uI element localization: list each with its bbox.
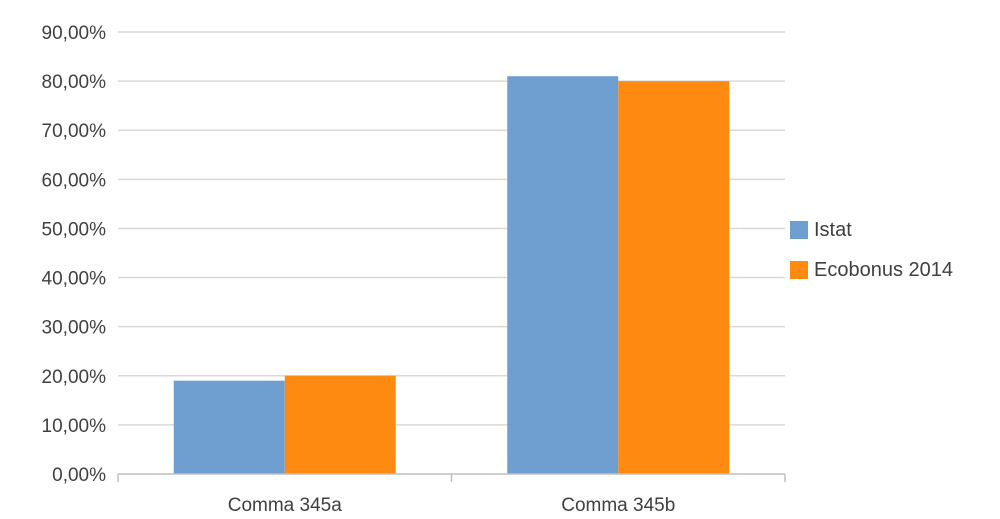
y-tick-label: 90,00% [42, 23, 107, 44]
legend: Istat Ecobonus 2014 [790, 210, 953, 290]
y-tick-label: 0,00% [52, 465, 106, 486]
gridlines [118, 31, 785, 426]
legend-label: Istat [814, 218, 852, 241]
legend-item: Ecobonus 2014 [790, 250, 953, 290]
bar-ecobonus-2014-1 [618, 81, 730, 474]
y-tick-label: 30,00% [42, 318, 107, 339]
legend-label: Ecobonus 2014 [814, 258, 954, 281]
y-tick-label: 50,00% [42, 219, 107, 240]
y-axis-ticks: 0,00% 10,00% 20,00% 30,00% 40,00% 50,00% 60,00… [42, 23, 107, 486]
y-tick-label: 70,00% [42, 121, 107, 142]
bars [173, 76, 730, 474]
y-tick-label: 80,00% [42, 72, 107, 93]
y-tick-label: 10,00% [42, 416, 107, 437]
x-axis-categories: Comma 345a Comma 345b [228, 495, 676, 516]
y-tick-label: 40,00% [42, 269, 107, 290]
category-label: Comma 345a [228, 495, 342, 516]
legend-item: Istat [790, 210, 953, 250]
y-tick-label: 60,00% [42, 170, 107, 191]
bar-ecobonus-2014-0 [284, 375, 396, 474]
category-label: Comma 345b [561, 495, 675, 516]
x-axis [117, 473, 786, 482]
bar-istat-0 [173, 380, 285, 474]
legend-swatch [790, 221, 808, 239]
bar-istat-1 [507, 76, 619, 474]
legend-swatch [790, 261, 808, 279]
y-tick-label: 20,00% [42, 367, 107, 388]
